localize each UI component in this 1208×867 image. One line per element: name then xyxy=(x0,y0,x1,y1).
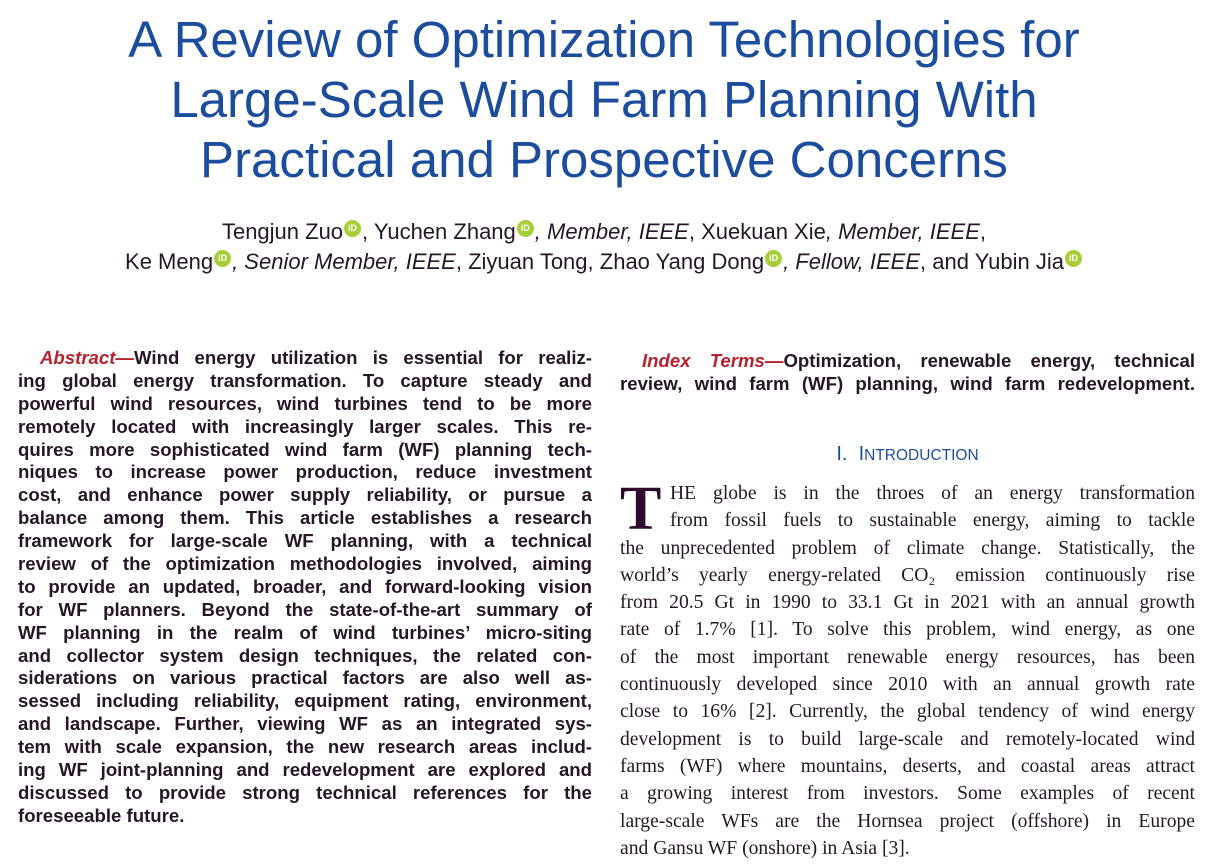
text-line: farms (WF) where mountains, deserts, and… xyxy=(620,755,1195,777)
line-text: balance among them. This article establi… xyxy=(18,507,592,529)
author-name: Zhao Yang Dong xyxy=(599,249,765,274)
paper-title: A Review of Optimization Technologies fo… xyxy=(0,10,1208,190)
text-line: close to 16% [2]. Currently, the global … xyxy=(620,701,1195,723)
author-name: Yubin Jia xyxy=(974,249,1064,274)
text-line: ing global energy transformation. To cap… xyxy=(18,370,592,393)
text-line: Abstract—Wind energy utilization is esse… xyxy=(18,347,592,370)
line-text: for WF planners. Beyond the state-of-the… xyxy=(18,598,592,620)
title-line: Large-Scale Wind Farm Planning With xyxy=(170,71,1038,128)
line-text: sessed including reliability, equipment … xyxy=(18,690,592,712)
line-text: powerful wind resources, wind turbines t… xyxy=(18,392,592,414)
text-line: of the most important renewable energy r… xyxy=(620,646,1195,668)
line-text: tem with scale expansion, the new resear… xyxy=(18,736,592,758)
introduction-body: T HE globe is in the throes of an energy… xyxy=(620,475,1195,862)
author-name: Ke Meng xyxy=(125,249,214,274)
line-text: and collector system design techniques, … xyxy=(18,644,592,666)
section-heading-introduction: I. INTRODUCTION xyxy=(620,443,1195,466)
author-membership: , Member, IEEE xyxy=(534,219,689,244)
text-line: niques to increase power production, red… xyxy=(18,461,592,484)
author-separator: , xyxy=(455,249,469,274)
orcid-icon: iD xyxy=(516,220,534,237)
section-number: I. xyxy=(836,443,848,465)
author-list: Tengjun Zuo iD, Yuchen Zhang iD, Member, I… xyxy=(0,217,1208,277)
text-line: siderations on various practical factors… xyxy=(18,667,592,690)
text-line: remotely located with increasingly large… xyxy=(18,416,592,439)
section-title-rest: NTRODUCTION xyxy=(864,447,979,464)
line-text: quires more sophisticated wind farm (WF)… xyxy=(18,438,592,460)
author-name: Yuchen Zhang xyxy=(373,219,516,244)
text-line: framework for large-scale WF planning, w… xyxy=(18,530,592,553)
text-line: ing WF joint-planning and redevelopment … xyxy=(18,759,592,782)
line-text: foreseeable future. xyxy=(18,804,185,826)
text-line: from fossil fuels to sustainable energy,… xyxy=(670,510,1195,532)
drop-cap: T xyxy=(620,475,662,543)
text-line: review, wind farm (WF) planning, wind fa… xyxy=(620,372,1195,395)
author-membership: , Fellow, IEEE xyxy=(783,249,921,274)
text-line: the unprecedented problem of climate cha… xyxy=(620,537,1195,559)
text-line: development is to build large-scale and … xyxy=(620,728,1195,750)
line-text: framework for large-scale WF planning, w… xyxy=(18,530,592,552)
orcid-icon: iD xyxy=(1064,250,1082,267)
line-text: Wind energy utilization is essential for… xyxy=(134,347,592,368)
line-text: cost, and enhance power supply reliabili… xyxy=(18,484,592,506)
section-title-initial: I xyxy=(858,443,865,465)
text-line: balance among them. This article establi… xyxy=(18,507,592,530)
line-text: siderations on various practical factors… xyxy=(18,667,592,689)
text-line: review of the optimization methodologies… xyxy=(18,553,592,576)
title-line: A Review of Optimization Technologies fo… xyxy=(128,11,1080,68)
text-line: cost, and enhance power supply reliabili… xyxy=(18,484,592,507)
text-line: discussed to provide strong technical re… xyxy=(18,782,592,805)
author-line: Tengjun Zuo iD, Yuchen Zhang iD, Member, I… xyxy=(0,217,1208,247)
author-separator: , and xyxy=(920,249,975,274)
line-text: WF planning in the realm of wind turbine… xyxy=(18,621,592,643)
orcid-icon: iD xyxy=(765,250,783,267)
author-membership: , Senior Member, IEEE xyxy=(232,249,456,274)
orcid-icon: iD xyxy=(344,220,362,237)
line-text: to provide an updated, broader, and forw… xyxy=(18,575,592,597)
text-line: HE globe is in the throes of an energy t… xyxy=(670,483,1195,504)
line-text: review, wind farm (WF) planning, wind fa… xyxy=(620,373,1195,394)
abstract: Abstract—Wind energy utilization is esse… xyxy=(18,347,592,828)
text-line: and collector system design techniques, … xyxy=(18,645,592,668)
line-text: remotely located with increasingly large… xyxy=(18,415,592,437)
text-line: continuously developed since 2010 with a… xyxy=(620,674,1195,696)
author-membership: , Member, IEEE xyxy=(825,219,980,244)
author-name: Xuekuan Xie xyxy=(701,219,826,244)
text-line: WF planning in the realm of wind turbine… xyxy=(18,622,592,645)
text-line: powerful wind resources, wind turbines t… xyxy=(18,393,592,416)
abstract-label: Abstract— xyxy=(40,347,135,368)
author-name: Tengjun Zuo xyxy=(221,219,344,244)
line-text: Optimization, renewable energy, technica… xyxy=(783,350,1195,371)
text-line: to provide an updated, broader, and forw… xyxy=(18,576,592,599)
text-line: foreseeable future. xyxy=(18,805,592,828)
line-text: niques to increase power production, red… xyxy=(18,461,592,483)
index-terms: Index Terms—Optimization, renewable ener… xyxy=(620,349,1195,395)
text-line: rate of 1.7% [1]. To solve this problem,… xyxy=(620,619,1195,641)
title-line: Practical and Prospective Concerns xyxy=(200,131,1008,188)
text-line: Index Terms—Optimization, renewable ener… xyxy=(620,349,1195,372)
author-separator: , xyxy=(362,219,374,244)
text-line: tem with scale expansion, the new resear… xyxy=(18,736,592,759)
text-line: world’s yearly energy-related CO₂ emissi… xyxy=(620,564,1195,586)
text-line: sessed including reliability, equipment … xyxy=(18,690,592,713)
text-line: large-scale WFs are the Hornsea project … xyxy=(620,810,1195,832)
line-text: ing global energy transformation. To cap… xyxy=(18,369,592,391)
text-line: quires more sophisticated wind farm (WF)… xyxy=(18,439,592,462)
text-line: and Gansu WF (onshore) in Asia [3]. xyxy=(620,837,910,859)
orcid-icon: iD xyxy=(214,250,232,267)
line-text: review of the optimization methodologies… xyxy=(18,553,592,575)
line-text: and landscape. Further, viewing WF as an… xyxy=(18,713,592,735)
text-line: for WF planners. Beyond the state-of-the… xyxy=(18,599,592,622)
line-text: discussed to provide strong technical re… xyxy=(18,781,592,803)
text-line: and landscape. Further, viewing WF as an… xyxy=(18,713,592,736)
author-separator: , xyxy=(979,219,987,244)
text-line: from 20.5 Gt in 1990 to 33.1 Gt in 2021 … xyxy=(620,592,1195,614)
index_terms-label: Index Terms— xyxy=(642,350,784,371)
author-name: Ziyuan Tong xyxy=(468,249,588,274)
author-separator: , xyxy=(587,249,600,274)
author-line: Ke Meng iD, Senior Member, IEEE, Ziyuan T… xyxy=(0,247,1208,277)
author-separator: , xyxy=(688,219,702,244)
line-text: ing WF joint-planning and redevelopment … xyxy=(18,759,592,781)
text-line: a growing interest from investors. Some … xyxy=(620,783,1195,805)
